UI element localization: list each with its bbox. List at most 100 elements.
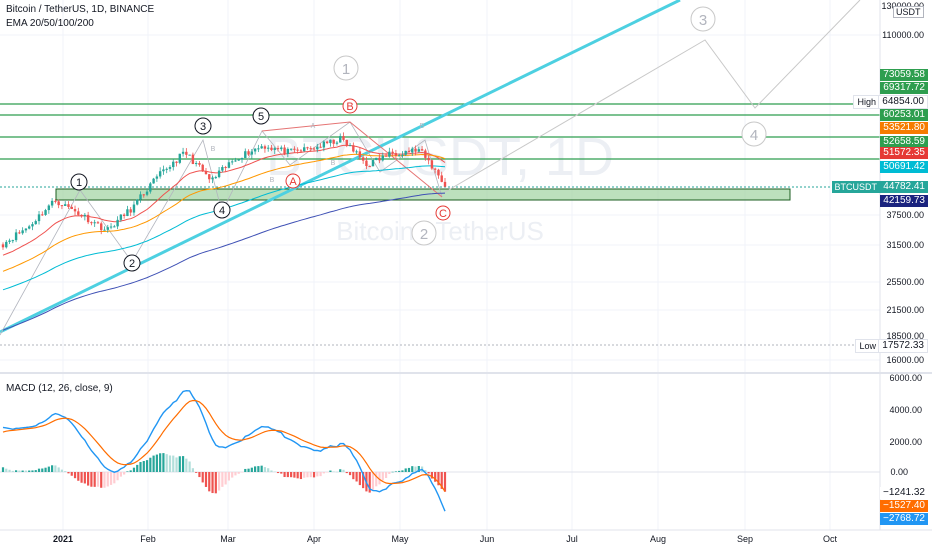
candle[interactable] bbox=[214, 175, 218, 179]
candle[interactable] bbox=[41, 211, 44, 216]
candle[interactable] bbox=[34, 219, 37, 225]
candle[interactable] bbox=[224, 165, 227, 172]
candle[interactable] bbox=[430, 159, 434, 171]
candle[interactable] bbox=[443, 177, 447, 188]
candle[interactable] bbox=[289, 148, 293, 151]
candle[interactable] bbox=[263, 144, 267, 153]
candle[interactable] bbox=[21, 227, 24, 235]
candle[interactable] bbox=[70, 204, 73, 210]
candle[interactable] bbox=[8, 238, 11, 245]
candle[interactable] bbox=[391, 148, 394, 157]
candle[interactable] bbox=[329, 139, 332, 147]
candle[interactable] bbox=[129, 207, 132, 217]
candle[interactable] bbox=[411, 146, 414, 157]
candle[interactable] bbox=[201, 163, 204, 173]
candle[interactable] bbox=[293, 146, 296, 153]
candle[interactable] bbox=[283, 144, 286, 156]
candle[interactable] bbox=[5, 240, 8, 249]
candle[interactable] bbox=[57, 199, 60, 209]
candle[interactable] bbox=[394, 149, 398, 159]
candle[interactable] bbox=[332, 139, 335, 148]
candle[interactable] bbox=[172, 158, 175, 171]
candle[interactable] bbox=[319, 143, 322, 148]
candle[interactable] bbox=[361, 155, 365, 164]
candle[interactable] bbox=[378, 154, 381, 164]
candle[interactable] bbox=[306, 146, 309, 151]
candle[interactable] bbox=[44, 208, 47, 216]
candle[interactable] bbox=[198, 160, 201, 167]
candle[interactable] bbox=[420, 145, 424, 151]
candle[interactable] bbox=[388, 147, 391, 158]
candle[interactable] bbox=[371, 159, 375, 167]
candle[interactable] bbox=[368, 165, 371, 168]
candle[interactable] bbox=[208, 174, 211, 183]
candle[interactable] bbox=[73, 205, 77, 216]
candle[interactable] bbox=[230, 159, 234, 165]
candle[interactable] bbox=[109, 223, 113, 230]
candle[interactable] bbox=[433, 167, 437, 174]
candle[interactable] bbox=[296, 147, 299, 154]
candle[interactable] bbox=[86, 211, 90, 225]
candle[interactable] bbox=[142, 194, 145, 198]
candle[interactable] bbox=[286, 147, 290, 158]
candle[interactable] bbox=[96, 220, 100, 224]
time-axis[interactable]: 2021 Feb Mar Apr May Jun Jul Aug Sep Oct bbox=[53, 534, 838, 544]
candle[interactable] bbox=[18, 230, 21, 235]
candle[interactable] bbox=[14, 229, 18, 243]
candle[interactable] bbox=[342, 132, 345, 142]
candle[interactable] bbox=[312, 146, 316, 152]
candle[interactable] bbox=[126, 205, 129, 217]
candle[interactable] bbox=[267, 145, 270, 152]
candle[interactable] bbox=[162, 165, 165, 175]
candle[interactable] bbox=[316, 143, 319, 153]
candle[interactable] bbox=[188, 154, 191, 156]
candle[interactable] bbox=[191, 152, 195, 165]
candle[interactable] bbox=[80, 214, 83, 218]
candle[interactable] bbox=[47, 204, 51, 214]
candle[interactable] bbox=[325, 140, 329, 145]
candle[interactable] bbox=[106, 224, 109, 233]
currency-badge[interactable]: USDT bbox=[893, 6, 924, 18]
candle[interactable] bbox=[358, 147, 362, 161]
candle[interactable] bbox=[211, 175, 214, 184]
candle[interactable] bbox=[414, 145, 417, 156]
trendline[interactable] bbox=[0, 0, 681, 334]
candle[interactable] bbox=[136, 198, 139, 206]
candle[interactable] bbox=[27, 224, 31, 230]
candle[interactable] bbox=[401, 151, 404, 158]
candle[interactable] bbox=[424, 148, 427, 161]
macd-indicator-label[interactable]: MACD (12, 26, close, 9) bbox=[6, 383, 113, 394]
candle[interactable] bbox=[240, 157, 244, 163]
candle[interactable] bbox=[250, 148, 254, 159]
candle[interactable] bbox=[381, 152, 384, 162]
candle[interactable] bbox=[185, 148, 188, 159]
candle[interactable] bbox=[397, 153, 401, 157]
candle[interactable] bbox=[247, 149, 250, 157]
candle[interactable] bbox=[168, 165, 172, 172]
candle[interactable] bbox=[149, 182, 152, 194]
candles[interactable] bbox=[1, 132, 447, 250]
candle[interactable] bbox=[204, 167, 208, 175]
candle[interactable] bbox=[440, 171, 443, 183]
candle[interactable] bbox=[427, 154, 430, 165]
candle[interactable] bbox=[83, 212, 87, 221]
candle[interactable] bbox=[119, 214, 123, 223]
candle[interactable] bbox=[355, 149, 358, 155]
candle[interactable] bbox=[276, 145, 280, 152]
candle[interactable] bbox=[260, 143, 263, 149]
candle[interactable] bbox=[384, 152, 388, 157]
candle[interactable] bbox=[60, 205, 64, 210]
candle[interactable] bbox=[103, 226, 106, 231]
candle[interactable] bbox=[309, 146, 312, 152]
candle[interactable] bbox=[178, 153, 181, 165]
candle[interactable] bbox=[280, 145, 283, 152]
candle[interactable] bbox=[122, 213, 126, 219]
candle[interactable] bbox=[365, 156, 368, 170]
candle[interactable] bbox=[407, 147, 411, 153]
candle[interactable] bbox=[270, 145, 273, 152]
candle[interactable] bbox=[181, 147, 185, 157]
candle[interactable] bbox=[50, 198, 54, 208]
candle[interactable] bbox=[93, 219, 96, 227]
candle[interactable] bbox=[299, 149, 303, 154]
candle[interactable] bbox=[37, 210, 41, 225]
